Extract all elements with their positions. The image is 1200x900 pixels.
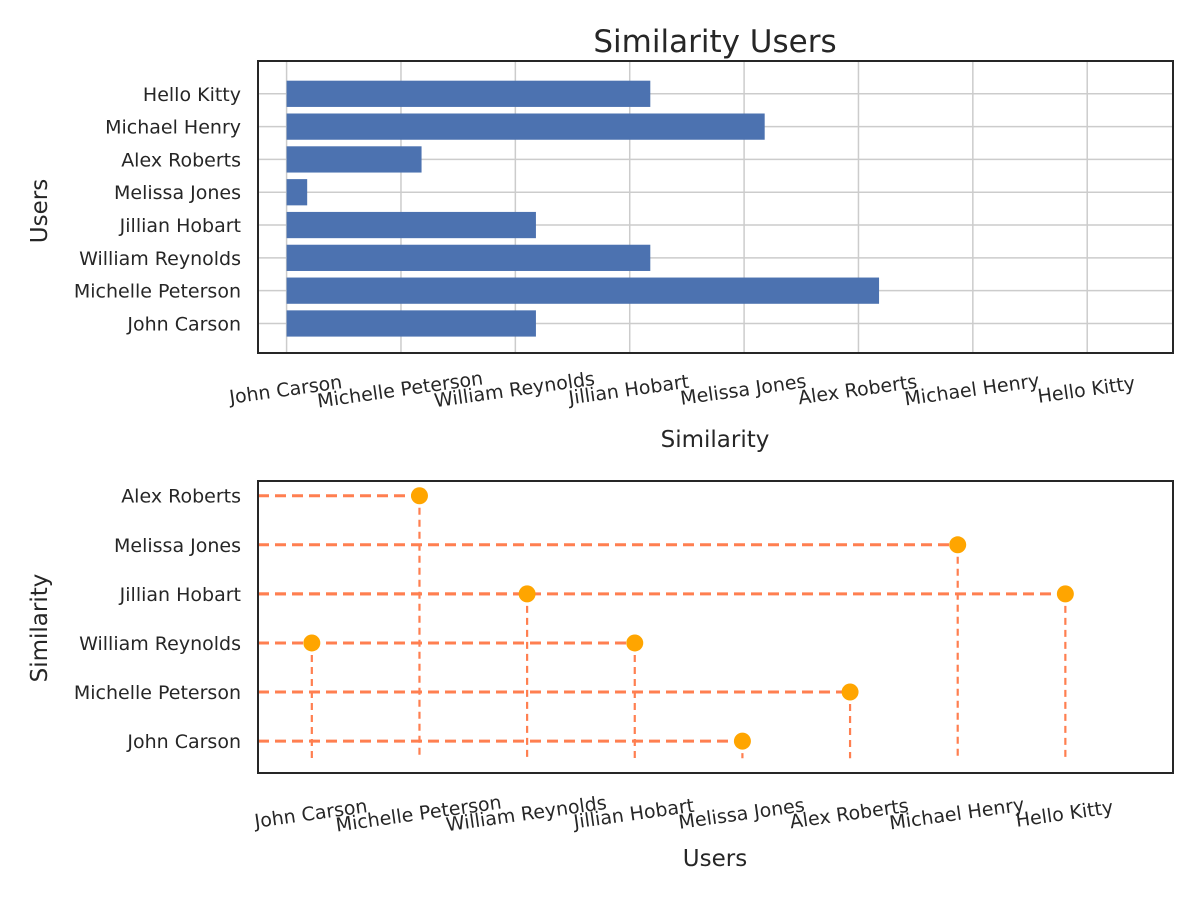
x-tick-label: Alex Roberts — [797, 371, 919, 409]
similarity-scatter-chart: John Carson Michelle Peterson William Reyn… — [27, 480, 1174, 872]
y-tick-labels: John Carson Michelle Peterson William Reyn… — [74, 84, 241, 336]
bar-alex-roberts — [286, 146, 422, 173]
point-melissa-jones — [733, 732, 751, 750]
y-tick-label: Michelle Peterson — [74, 682, 241, 704]
y-tick-label: John Carson — [126, 313, 241, 335]
x-axis-label: Users — [683, 846, 747, 872]
y-tick-label: John Carson — [126, 731, 241, 753]
point-alex-roberts — [841, 683, 859, 701]
x-axis-label: Similarity — [661, 427, 770, 453]
point-michelle-peterson — [410, 487, 428, 505]
y-axis-label: Similarity — [27, 574, 53, 683]
bar-hello-kitty — [286, 80, 651, 107]
point-hello-kitty — [1056, 585, 1074, 603]
y-tick-label: Alex Roberts — [121, 149, 241, 171]
y-tick-label: William Reynolds — [79, 248, 241, 270]
x-tick-label: Hello Kitty — [1036, 372, 1136, 407]
point-william-reynolds — [518, 585, 536, 603]
bar-jillian-hobart — [286, 211, 536, 239]
y-tick-label: Jillian Hobart — [119, 584, 241, 606]
y-tick-label: Melissa Jones — [114, 535, 241, 557]
bar-william-reynolds — [286, 244, 651, 271]
point-jillian-hobart — [626, 634, 644, 652]
y-tick-label: Jillian Hobart — [119, 215, 241, 237]
y-tick-label: Michelle Peterson — [74, 281, 241, 303]
bar-michelle-peterson — [286, 277, 880, 304]
dashed-guides — [258, 494, 1067, 759]
similarity-bar-chart: Similarity Users John Carson Michelle Pet… — [27, 24, 1174, 453]
points — [303, 487, 1074, 750]
x-tick-label: Hello Kitty — [1014, 796, 1114, 831]
plot-frame — [257, 480, 1174, 774]
chart-title: Similarity Users — [593, 24, 836, 60]
y-tick-label: William Reynolds — [79, 633, 241, 655]
x-tick-label: Michael Henry — [888, 794, 1026, 835]
y-tick-label: Michael Henry — [105, 117, 241, 139]
x-tick-label: Michael Henry — [903, 370, 1041, 411]
x-tick-label: Melissa Jones — [677, 794, 806, 833]
y-tick-label: Alex Roberts — [121, 486, 241, 508]
bar-michael-henry — [286, 113, 765, 140]
bar-melissa-jones — [286, 179, 308, 206]
y-tick-labels: John Carson Michelle Peterson William Reyn… — [74, 486, 241, 753]
x-tick-label: Melissa Jones — [679, 370, 808, 409]
y-tick-label: Hello Kitty — [143, 84, 241, 106]
y-axis-label: Users — [27, 179, 53, 243]
bars — [286, 80, 880, 337]
y-tick-label: Melissa Jones — [114, 182, 241, 204]
point-john-carson — [303, 634, 321, 652]
point-michael-henry — [949, 536, 967, 554]
plot-frame — [257, 60, 1174, 354]
bar-john-carson — [286, 310, 536, 337]
